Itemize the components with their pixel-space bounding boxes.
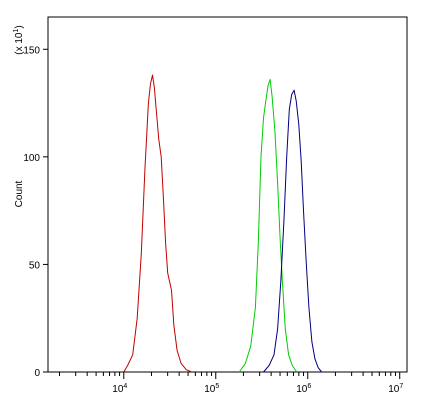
- x-tick-exponent: 5: [215, 383, 219, 390]
- y-scale-label-text: (x 101): [13, 25, 25, 54]
- y-axis: 0 50 100 150: [23, 45, 48, 379]
- y-tick-label: 50: [29, 260, 41, 271]
- y-scale-label: (x 101): [13, 25, 25, 54]
- x-tick-label: 105: [204, 383, 219, 395]
- histogram-curve-1: [123, 74, 193, 373]
- x-tick-label: 107: [388, 383, 403, 395]
- x-tick-label: 106: [296, 383, 311, 395]
- y-scale-close: ): [14, 25, 25, 28]
- x-tick-base: 10: [296, 384, 308, 395]
- histogram-curve-2: [238, 78, 298, 373]
- y-tick-label: 0: [34, 368, 40, 379]
- x-tick-exponent: 6: [307, 383, 311, 390]
- y-tick-label: 150: [23, 45, 40, 56]
- x-tick-base: 10: [388, 384, 400, 395]
- histogram-series: [123, 74, 323, 373]
- y-scale-exponent: 1: [13, 29, 20, 33]
- x-tick-base: 10: [204, 384, 216, 395]
- x-tick-exponent: 4: [123, 383, 127, 390]
- x-tick-base: 10: [112, 384, 124, 395]
- y-tick-label: 100: [23, 153, 40, 164]
- x-tick-exponent: 7: [399, 383, 403, 390]
- plot-frame: [47, 16, 408, 373]
- x-tick-label: 104: [112, 383, 127, 395]
- x-axis: 104 105 106 107: [58, 372, 403, 395]
- y-axis-label: Count: [14, 180, 25, 207]
- histogram-curve-3: [263, 89, 323, 373]
